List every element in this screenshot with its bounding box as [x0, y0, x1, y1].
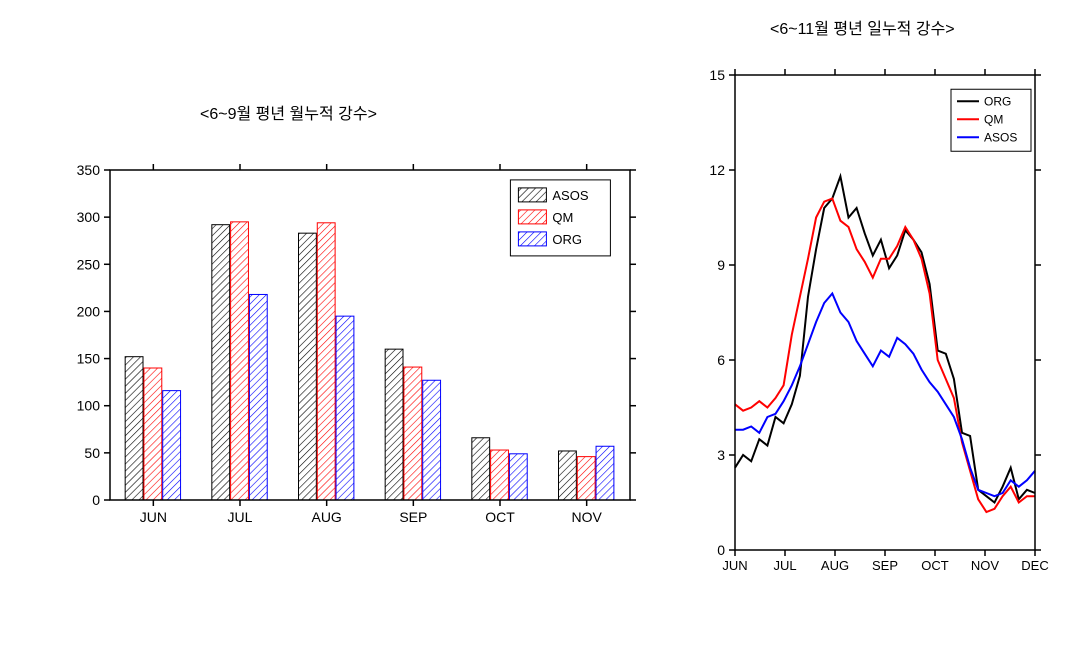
line-ytick-label: 6	[717, 352, 725, 368]
bar-xtick-label: NOV	[571, 509, 602, 525]
line-ytick-label: 15	[709, 67, 725, 83]
bar-org-nov	[596, 446, 614, 500]
bar-ytick-label: 350	[77, 162, 101, 178]
bar-ytick-label: 200	[77, 303, 101, 319]
line-ytick-label: 3	[717, 447, 725, 463]
bar-ytick-label: 250	[77, 256, 101, 272]
bar-asos-aug	[299, 233, 317, 500]
bar-asos-sep	[385, 349, 403, 500]
bar-xtick-label: SEP	[399, 509, 427, 525]
line-xtick-label: SEP	[872, 558, 898, 573]
bar-xtick-label: JUL	[228, 509, 253, 525]
line-chart-title: <6~11월 평년 일누적 강수>	[770, 15, 955, 39]
line-ytick-label: 12	[709, 162, 725, 178]
line-chart: 0 3 6 9 12 15 JUN JUL AUG SEP OCT NOV DEC ORG QM ASOS	[690, 60, 1050, 590]
bar-org-jun	[163, 391, 181, 500]
bar-xtick-label: OCT	[485, 509, 515, 525]
bar-legend-label: QM	[552, 210, 573, 225]
bar-legend-swatch	[518, 232, 546, 246]
bar-xtick-label: JUN	[140, 509, 167, 525]
bar-legend-label: ORG	[552, 232, 582, 247]
line-legend-label: ASOS	[984, 130, 1017, 144]
line-xtick-label: OCT	[921, 558, 949, 573]
bar-ytick-label: 0	[92, 492, 100, 508]
bar-asos-jul	[212, 225, 230, 500]
bar-ytick-label: 100	[77, 398, 101, 414]
bar-qm-aug	[317, 223, 335, 500]
bar-ytick-label: 150	[77, 351, 101, 367]
bar-qm-jun	[144, 368, 162, 500]
bar-org-jul	[249, 294, 267, 500]
line-xtick-label: JUL	[773, 558, 796, 573]
line-xtick-label: AUG	[821, 558, 849, 573]
line-xtick-label: DEC	[1021, 558, 1048, 573]
line-series-qm	[735, 199, 1035, 513]
bar-legend-swatch	[518, 210, 546, 224]
bar-qm-nov	[577, 457, 595, 500]
bar-xtick-label: AUG	[311, 509, 341, 525]
bar-legend-swatch	[518, 188, 546, 202]
bar-asos-jun	[125, 357, 143, 500]
bar-org-oct	[509, 454, 527, 500]
bar-asos-nov	[559, 451, 577, 500]
bar-asos-oct	[472, 438, 490, 500]
bar-legend-label: ASOS	[552, 188, 588, 203]
bar-ytick-label: 50	[84, 445, 100, 461]
line-legend-label: ORG	[984, 94, 1011, 108]
line-legend-label: QM	[984, 112, 1003, 126]
bar-org-sep	[423, 380, 441, 500]
line-xtick-label: NOV	[971, 558, 1000, 573]
line-ytick-label: 0	[717, 542, 725, 558]
bar-qm-jul	[231, 222, 249, 500]
bar-org-aug	[336, 316, 354, 500]
line-series-asos	[735, 294, 1035, 497]
line-xtick-label: JUN	[722, 558, 747, 573]
bar-qm-oct	[491, 450, 509, 500]
bar-chart-title: <6~9월 평년 월누적 강수>	[200, 100, 377, 124]
line-ytick-label: 9	[717, 257, 725, 273]
line-series-org	[735, 176, 1035, 502]
bar-chart: 0 50 100 150 200 250 300 350 JUN JUL AUG SEP OCT NOV A…	[50, 150, 650, 550]
bar-qm-sep	[404, 367, 422, 500]
bar-ytick-label: 300	[77, 209, 101, 225]
